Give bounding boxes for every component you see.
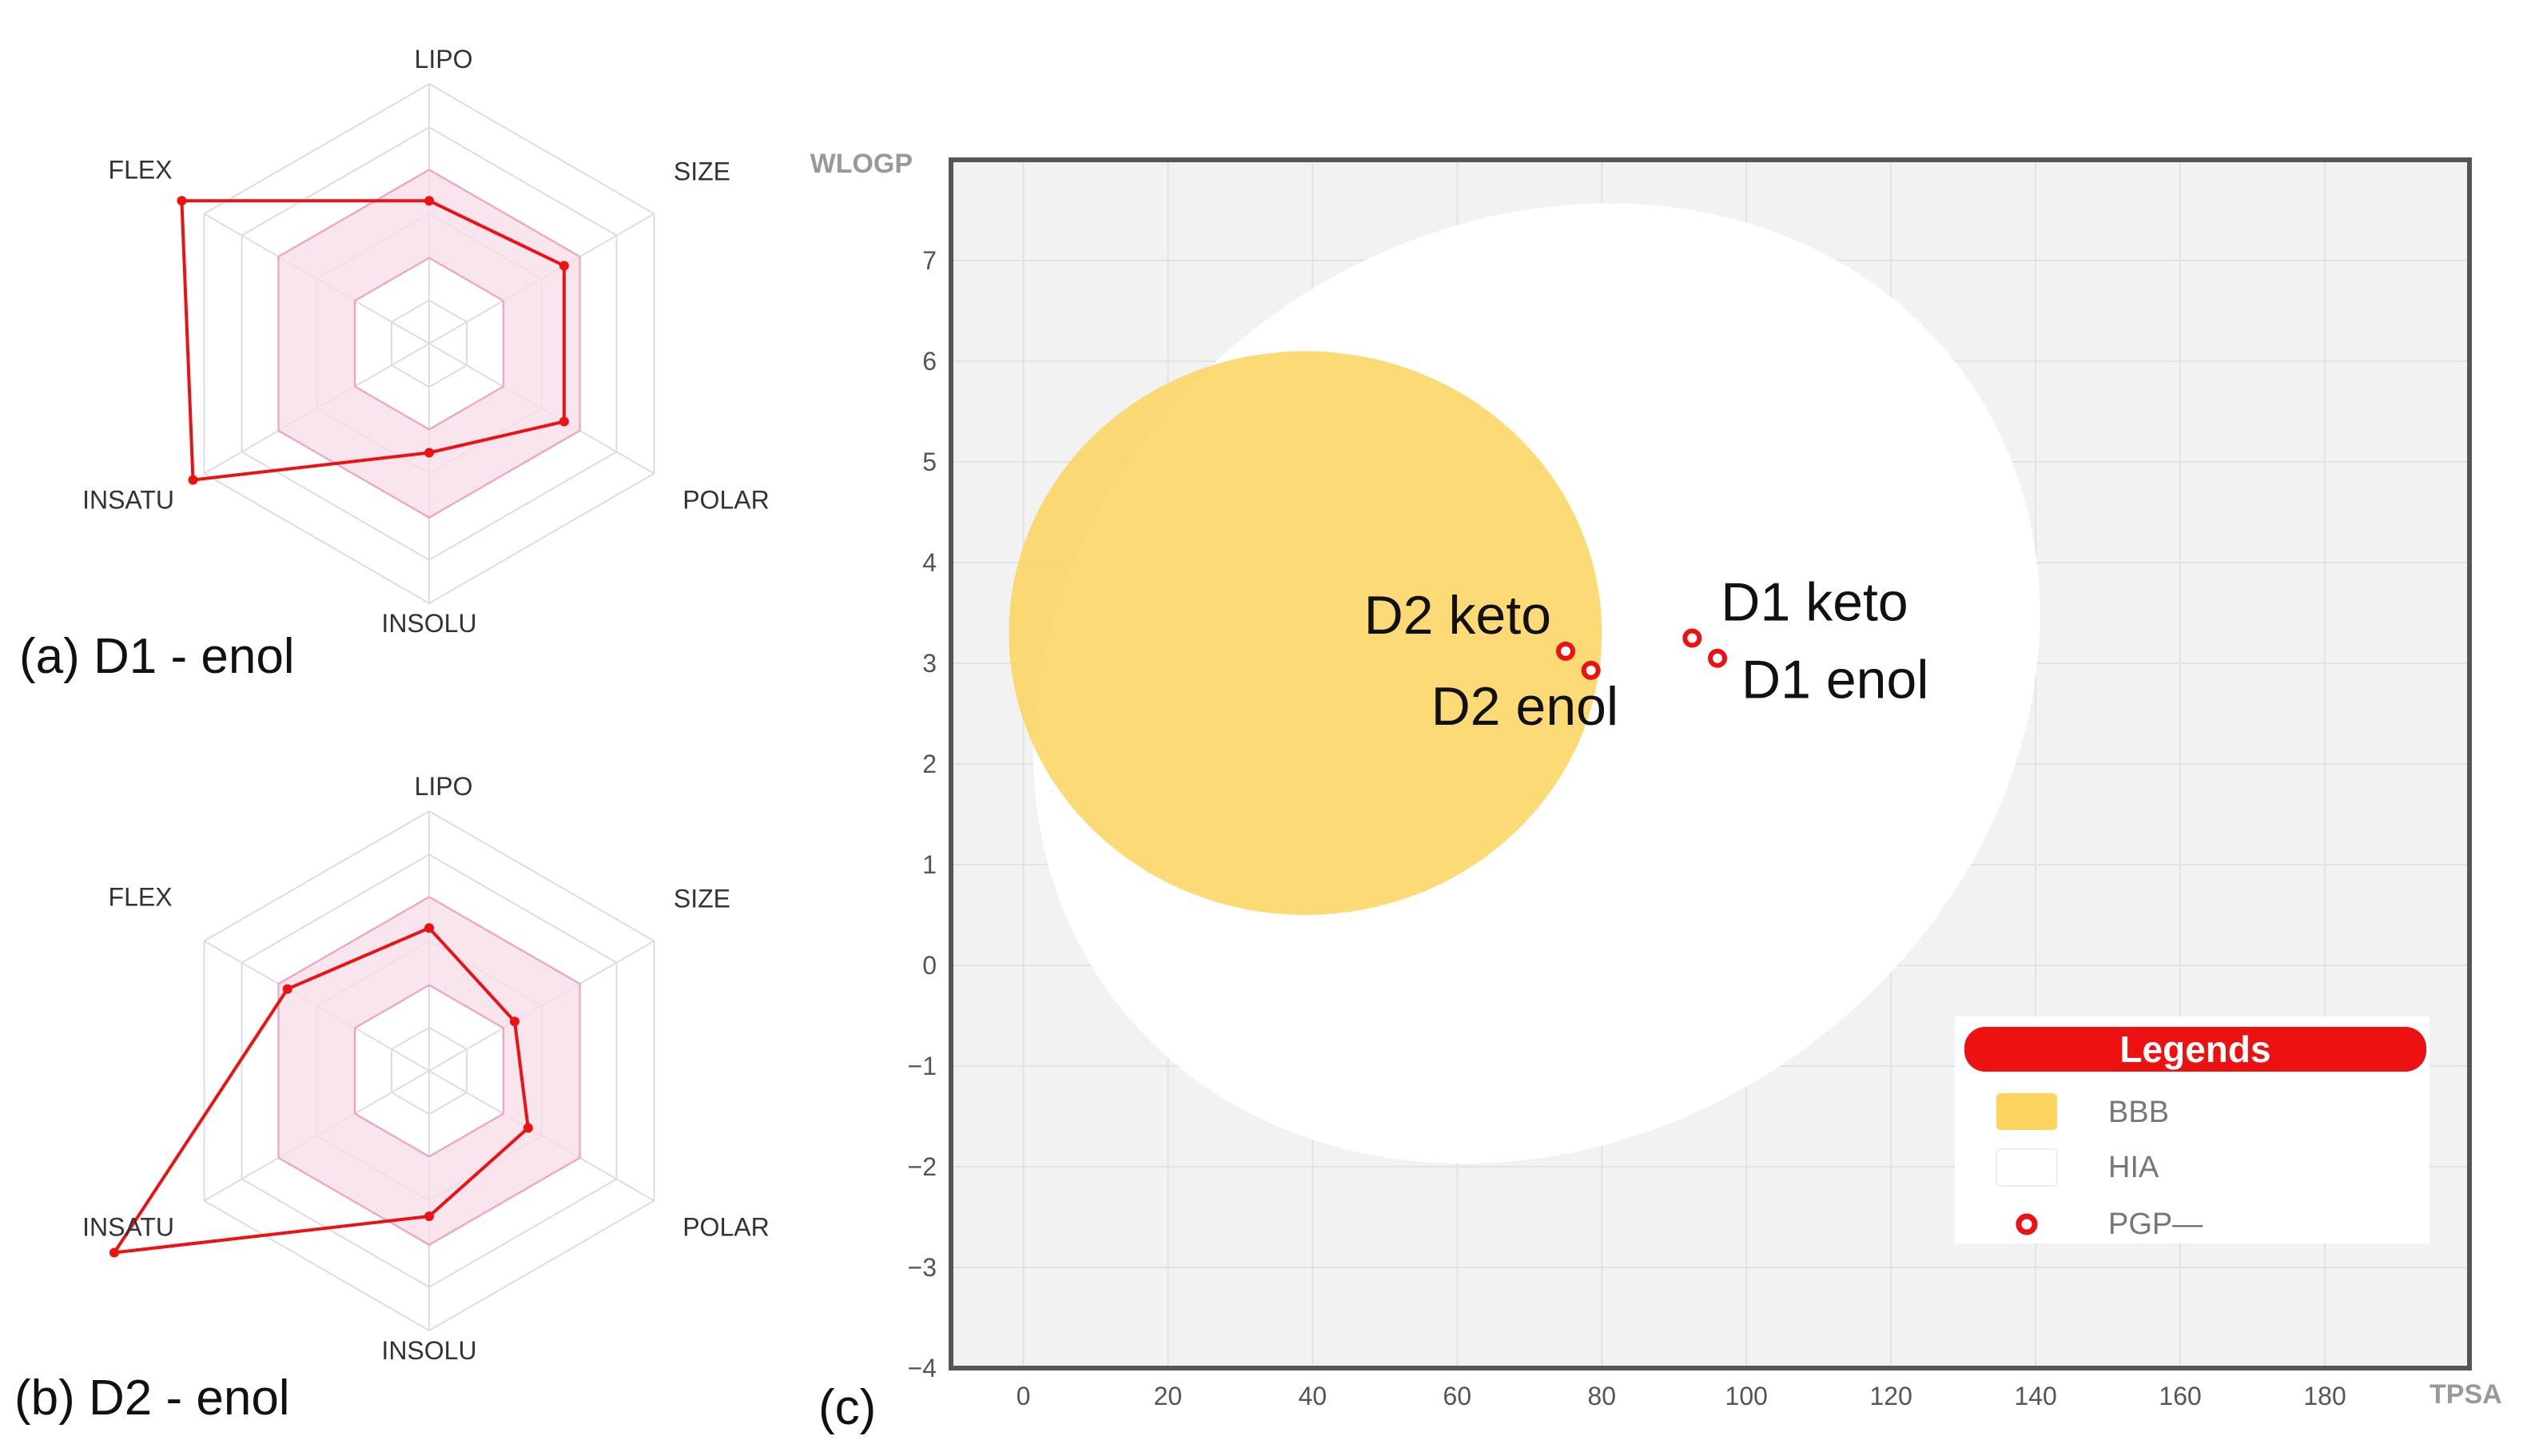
marker-d1-enol [1708,648,1728,668]
radar-b-axis-label-insatu: INSATU [82,1213,174,1242]
radar-b-axis-label-size: SIZE [674,885,730,913]
radar-a-axis-label-lipo: LIPO [415,45,473,74]
radar-b-point-polar [523,1123,533,1133]
x-tick-label: 0 [1017,1382,1031,1410]
radar-b-point-insatu [109,1247,119,1258]
radar-chart-a: LIPO SIZE POLAR INSOLU INSATU FLEX (a) D… [19,45,770,684]
radar-b-axis-label-flex: FLEX [109,883,173,912]
x-tick-label: 120 [1869,1382,1912,1410]
y-tick-labels: −4 −3 −2 −1 0 1 2 3 4 5 6 7 [908,246,937,1382]
radar-a-axis-label-size: SIZE [674,157,730,186]
radar-b-point-lipo [424,923,434,933]
y-tick-label: 1 [922,850,937,879]
y-tick-label: 7 [922,246,937,275]
y-tick-label: 2 [922,750,937,778]
radar-b-optimal-band [277,896,581,1246]
x-axis-label: TPSA [2429,1379,2502,1410]
radar-b-axis-label-lipo: LIPO [415,772,473,801]
x-tick-label: 80 [1587,1382,1616,1410]
radar-b-axis-label-polar: POLAR [682,1213,769,1242]
x-tick-labels: 0 20 40 60 80 100 120 140 160 180 [1017,1382,2346,1410]
x-tick-label: 20 [1154,1382,1183,1410]
radar-b-axis-labels: LIPO SIZE POLAR INSOLU INSATU FLEX [82,772,770,1365]
marker-d2-keto [1556,641,1576,661]
radar-a-point-polar [559,416,569,427]
y-tick-label: −1 [908,1052,937,1080]
marker-d1-keto [1682,628,1702,648]
y-tick-label: −3 [908,1253,937,1282]
radar-a-point-size [559,261,569,271]
point-label-d2-keto: D2 keto [1364,585,1551,646]
legend-title: Legends [2119,1028,2270,1070]
x-tick-label: 100 [1725,1382,1768,1410]
marker-d2-enol [1581,660,1601,680]
plot-frame [949,157,2472,1370]
radar-a-axis-labels: LIPO SIZE POLAR INSOLU INSATU FLEX [82,45,770,638]
radar-a-axis-label-insatu: INSATU [82,486,174,515]
y-tick-label: −2 [908,1152,937,1181]
legend-label-bbb: BBB [2108,1096,2169,1129]
radar-a-points [177,196,569,485]
point-label-d2-enol: D2 enol [1431,676,1618,737]
radar-a-spokes [204,84,655,603]
radar-a-axis-label-insolu: INSOLU [381,609,476,638]
radar-b-point-flex [282,984,292,994]
point-label-d1-keto: D1 keto [1721,572,1908,633]
y-tick-label: 4 [922,548,937,577]
y-tick-label: −4 [908,1354,937,1382]
radar-a-optimal-band [277,169,581,519]
bbb-region [1009,351,1602,915]
legend-swatch-hia [1996,1148,2058,1187]
legend-label-hia: HIA [2108,1151,2159,1184]
radar-a-point-lipo [424,196,434,206]
boiled-egg-plot: 0 20 40 60 80 100 120 140 160 180 −4 −3 −2 −1 0 1 2 3 4 5 6… [810,149,2502,1435]
x-tick-label: 60 [1443,1382,1472,1410]
radar-b-point-size [509,1016,519,1027]
molecule-labels: D2 keto D2 enol D1 keto D1 enol [1364,572,1929,737]
radar-a-point-insatu [188,475,198,485]
radar-b-spokes [204,811,655,1331]
radar-a-axis-label-polar: POLAR [682,486,769,515]
panel-label-c: (c) [818,1380,876,1435]
radar-a-point-flex [177,196,187,206]
point-label-d1-enol: D1 enol [1741,650,1928,710]
molecule-markers [1556,628,1728,680]
legend: Legends BBB HIA PGP— [1955,1016,2429,1243]
legend-header [1964,1027,2426,1072]
radar-b-point-insolu [424,1211,434,1221]
y-tick-label: 5 [922,448,937,476]
legend-ring-pgp-icon [2016,1213,2038,1235]
panel-label-b: (b) D2 - enol [14,1370,290,1426]
x-tick-label: 160 [2159,1382,2201,1410]
x-tick-label: 180 [2303,1382,2346,1410]
radar-chart-b: LIPO SIZE POLAR INSOLU INSATU FLEX (b) D… [14,772,770,1426]
panel-label-a: (a) D1 - enol [19,629,295,684]
legend-label-pgp: PGP— [2108,1207,2203,1241]
radar-b-points [109,923,533,1258]
y-tick-label: 3 [922,649,937,678]
radar-b-axis-label-insolu: INSOLU [381,1336,476,1365]
radar-a-point-insolu [424,448,434,458]
radar-a-axis-label-flex: FLEX [109,156,173,185]
x-tick-label: 140 [2014,1382,2056,1410]
y-tick-label: 6 [922,347,937,376]
legend-swatch-bbb [1996,1093,2057,1130]
y-axis-label: WLOGP [810,149,913,179]
y-tick-label: 0 [922,951,937,980]
x-tick-label: 40 [1299,1382,1327,1410]
